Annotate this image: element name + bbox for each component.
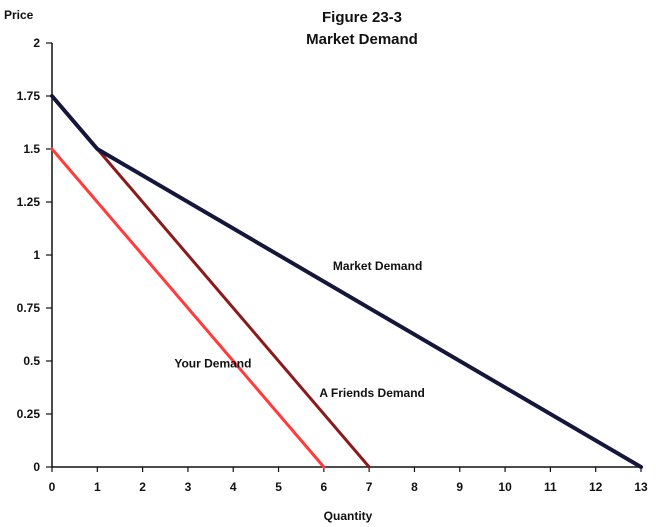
- friends-demand-line: [95, 147, 371, 469]
- series-lines: [50, 94, 643, 469]
- x-tick-label: 9: [456, 480, 463, 494]
- x-tick-label: 0: [49, 480, 56, 494]
- y-tick-label: 0.25: [17, 407, 41, 421]
- y-tick-label: 0: [33, 460, 40, 474]
- friends-demand-label: A Friends Demand: [319, 386, 425, 400]
- x-tick-label: 13: [634, 480, 648, 494]
- x-tick-label: 4: [230, 480, 237, 494]
- x-tick-label: 1: [94, 480, 101, 494]
- y-tick-label: 1.25: [17, 195, 41, 209]
- y-tick-label: 1.5: [23, 142, 40, 156]
- x-tick-label: 5: [275, 480, 282, 494]
- chart-subtitle: Market Demand: [306, 31, 418, 48]
- x-tick-label: 8: [411, 480, 418, 494]
- y-tick-label: 2: [33, 36, 40, 50]
- chart-title: Figure 23-3: [322, 9, 402, 26]
- y-axis-label: Price: [4, 8, 34, 22]
- your-demand-line: [50, 147, 326, 469]
- x-tick-label: 12: [589, 480, 603, 494]
- y-tick-label: 1.75: [17, 89, 41, 103]
- y-axis-ticks: 0 0.25 0.5 0.75 1 1.25 1.5 1.75 2: [17, 36, 52, 474]
- x-axis-ticks: 0 1 2 3 4 5 6 7 8 9 10 11 12 13: [49, 467, 648, 494]
- y-tick-label: 0.75: [17, 301, 41, 315]
- your-demand-label: Your Demand: [174, 356, 251, 370]
- y-tick-label: 0.5: [23, 354, 40, 368]
- x-tick-label: 2: [139, 480, 146, 494]
- x-tick-label: 11: [544, 480, 557, 494]
- x-tick-label: 7: [366, 480, 373, 494]
- x-tick-label: 3: [185, 480, 192, 494]
- market-demand-line: [50, 94, 643, 469]
- axes: [51, 43, 641, 468]
- market-demand-label: Market Demand: [333, 259, 422, 273]
- x-axis-label: Quantity: [324, 509, 373, 523]
- x-tick-label: 10: [498, 480, 512, 494]
- y-tick-label: 1: [33, 248, 40, 262]
- series-labels: Your Demand A Friends Demand Market Demand: [174, 259, 425, 400]
- x-tick-label: 6: [321, 480, 328, 494]
